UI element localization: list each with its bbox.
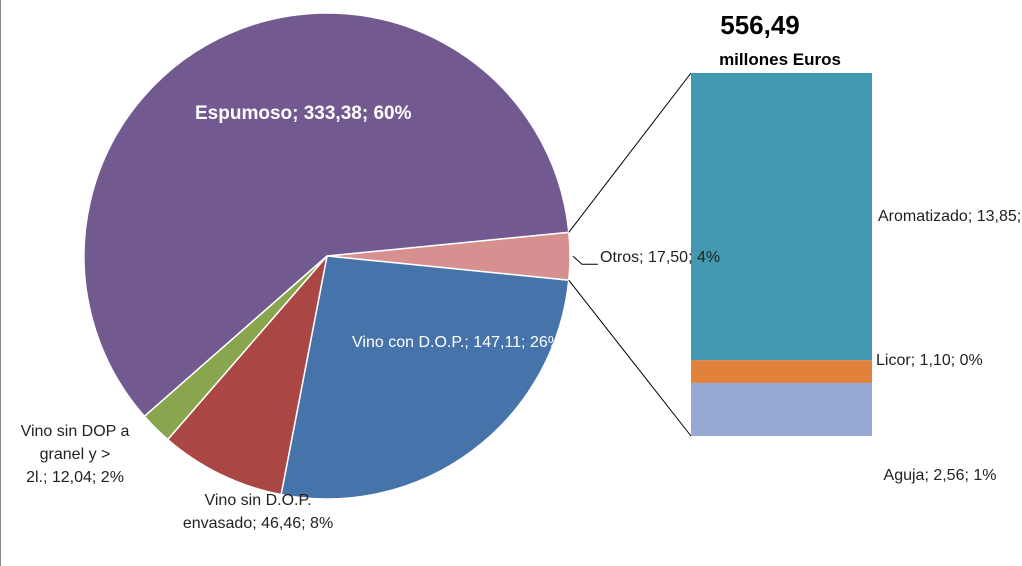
separator: ; [1016,208,1022,225]
data-label: Otros; 17,50; 4% [600,246,800,269]
separator: ; [521,334,530,351]
separator: ; [42,469,52,486]
data-label: Licor; 1,10; 0% [876,349,1022,372]
data-label: Aguja; 2,56; 1% [865,464,1015,487]
separator: ; [924,467,934,484]
pie-slice [280,255,570,500]
label-name: Espumoso [195,103,293,124]
label-value: 147,11 [473,334,522,351]
bar-segment [691,382,872,436]
label-name: Vino con D.O.P. [352,334,465,351]
separator: ; [950,352,960,369]
label-value: 333,38 [303,103,362,124]
label-value: 17,50 [648,249,689,266]
chart-subtitle: millones Euros [719,50,841,69]
separator: ; [967,208,977,225]
separator: ; [91,469,101,486]
separator: ; [964,467,974,484]
label-name: Vino sin DOP a granel y > 2l. [20,423,130,486]
data-label: Vino con D.O.P.; 147,11; 26% [352,331,562,354]
label-value: 46,46 [261,515,302,532]
separator: ; [910,352,920,369]
label-value: 2,56 [933,467,965,484]
label-percent: 2% [100,469,124,486]
label-percent: 1% [973,467,997,484]
data-label: Espumoso; 333,38; 60% [195,100,412,128]
label-percent: 26% [529,334,562,351]
chart-title: 556,49 [720,10,800,40]
label-percent: 4% [696,249,721,266]
separator: ; [688,249,697,266]
separator: ; [464,334,474,351]
label-name: Licor [876,352,911,369]
separator: ; [301,515,311,532]
bar-segment [691,360,872,383]
data-label: Aromatizado; 13,85; 3% [878,205,1021,228]
bar-segment [691,73,872,361]
separator: ; [252,515,262,532]
label-percent: 8% [310,515,334,532]
pie-slice [166,253,329,496]
label-name: Aguja [883,467,925,484]
separator: ; [361,103,374,124]
data-label: Vino sin DOP a granel y > 2l.; 12,04; 2% [0,420,150,489]
label-value: 13,85 [976,208,1017,225]
label-name: Aromatizado [878,208,968,225]
connector [568,72,692,233]
label-value: 12,04 [51,469,92,486]
separator: ; [292,103,304,124]
label-value: 1,10 [919,352,951,369]
label-name: Otros [600,249,640,266]
pie-slice [83,12,570,418]
separator: ; [639,249,649,266]
label-percent: 0% [959,352,983,369]
label-name: Vino sin D.O.P. envasado [182,492,312,532]
data-label: Vino sin D.O.P. envasado; 46,46; 8% [163,489,353,535]
leader-line [572,255,598,265]
connector [568,279,692,437]
label-percent: 60% [373,103,412,124]
